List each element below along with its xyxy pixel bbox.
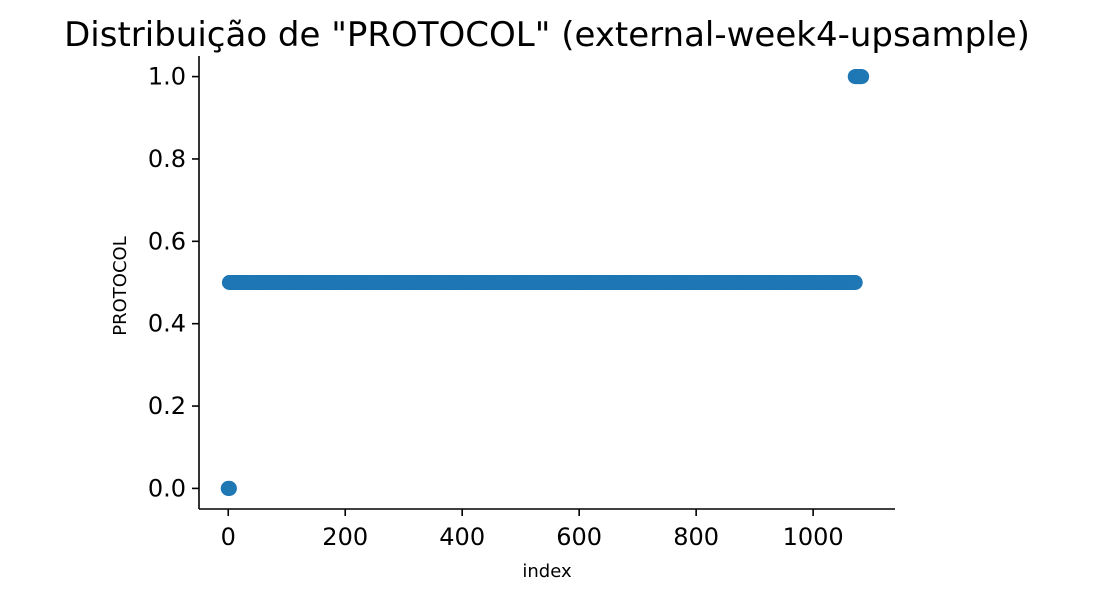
y-tick-label: 0.6 [148, 227, 186, 255]
y-tick-label: 0.4 [148, 310, 186, 338]
y-tick-label: 0.8 [148, 145, 186, 173]
x-tick-label: 400 [439, 523, 485, 551]
y-axis-label: PROTOCOL [110, 236, 131, 335]
y-tick-label: 0.2 [148, 392, 186, 420]
x-tick-label: 1000 [783, 523, 844, 551]
x-axis-ticks: 0 200 400 600 800 1000 [221, 509, 844, 551]
data-point [854, 69, 870, 85]
x-tick-label: 0 [221, 523, 236, 551]
x-tick-label: 800 [673, 523, 719, 551]
chart-title: Distribuição de "PROTOCOL" (external-wee… [64, 15, 1030, 55]
data-point [847, 275, 863, 290]
y-tick-label: 0.0 [148, 474, 186, 502]
x-tick-label: 600 [556, 523, 602, 551]
y-axis-ticks: 0.0 0.2 0.4 0.6 0.8 1.0 [148, 63, 199, 502]
plot-area: 0 200 400 600 800 1000 0.0 0.2 0.4 0.6 0.8 1.0 [148, 56, 895, 551]
data-point [221, 480, 237, 496]
y-tick-label: 1.0 [148, 63, 186, 91]
x-axis-label: index [522, 561, 572, 582]
x-tick-label: 200 [322, 523, 368, 551]
data-points [220, 69, 870, 496]
